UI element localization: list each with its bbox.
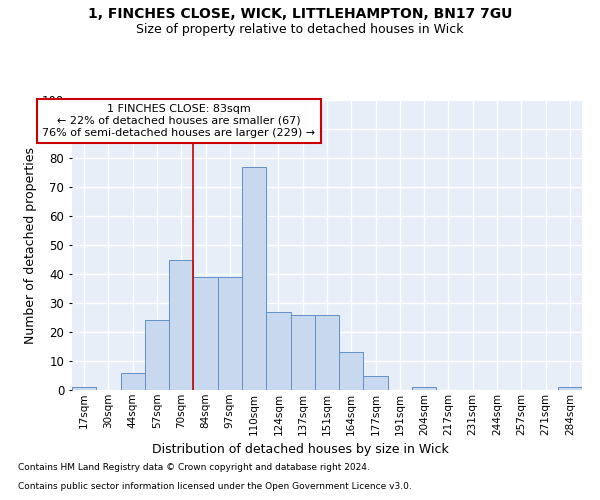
Bar — [315, 314, 339, 390]
Y-axis label: Number of detached properties: Number of detached properties — [23, 146, 37, 344]
Bar — [145, 320, 169, 390]
Text: Contains HM Land Registry data © Crown copyright and database right 2024.: Contains HM Land Registry data © Crown c… — [18, 464, 370, 472]
Bar — [121, 372, 145, 390]
Bar — [339, 352, 364, 390]
Text: Contains public sector information licensed under the Open Government Licence v3: Contains public sector information licen… — [18, 482, 412, 491]
Text: 1, FINCHES CLOSE, WICK, LITTLEHAMPTON, BN17 7GU: 1, FINCHES CLOSE, WICK, LITTLEHAMPTON, B… — [88, 8, 512, 22]
Bar — [193, 277, 218, 390]
Bar — [169, 260, 193, 390]
Bar — [290, 314, 315, 390]
Bar — [218, 277, 242, 390]
Bar — [72, 387, 96, 390]
Text: Distribution of detached houses by size in Wick: Distribution of detached houses by size … — [152, 442, 448, 456]
Text: 1 FINCHES CLOSE: 83sqm
← 22% of detached houses are smaller (67)
76% of semi-det: 1 FINCHES CLOSE: 83sqm ← 22% of detached… — [42, 104, 316, 138]
Bar — [364, 376, 388, 390]
Bar — [412, 387, 436, 390]
Bar — [558, 387, 582, 390]
Bar — [266, 312, 290, 390]
Bar — [242, 166, 266, 390]
Text: Size of property relative to detached houses in Wick: Size of property relative to detached ho… — [136, 22, 464, 36]
